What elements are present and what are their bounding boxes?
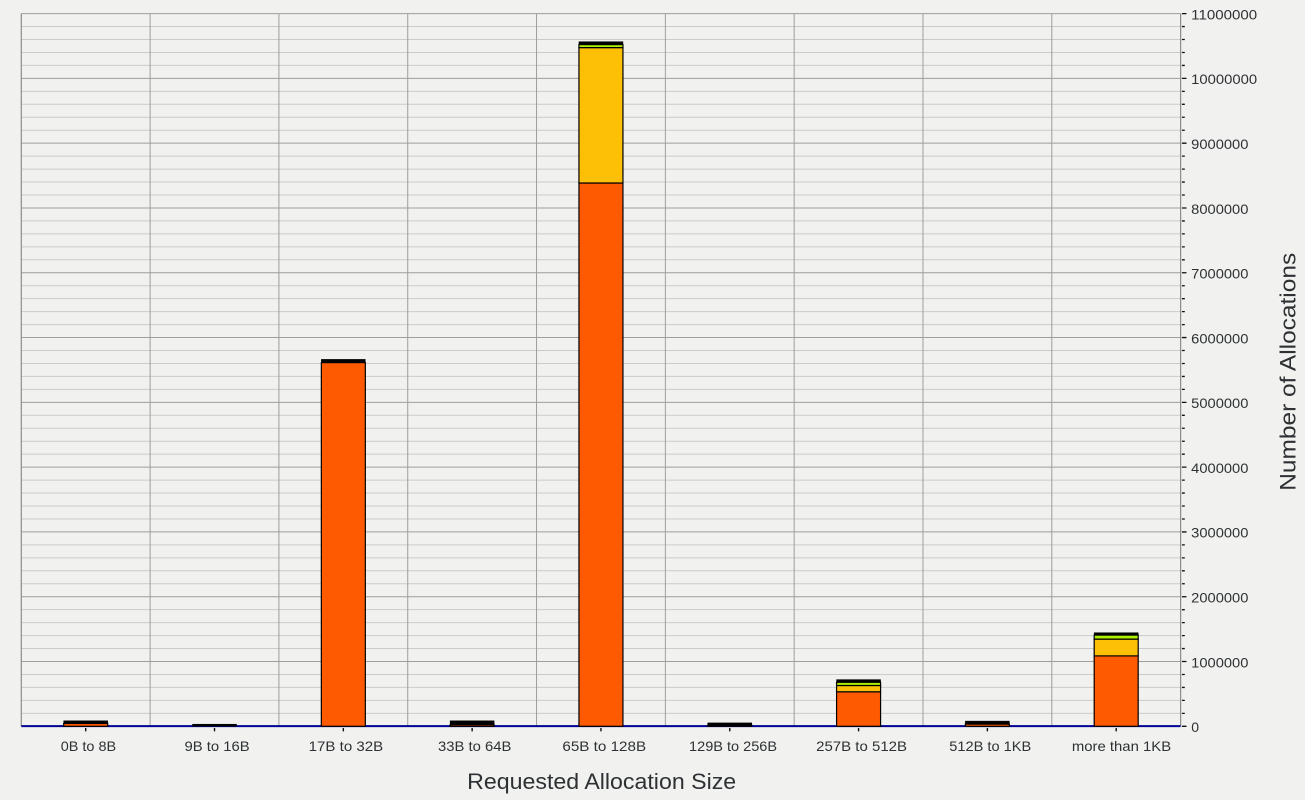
svg-text:Requested Allocation Size: Requested Allocation Size: [467, 769, 736, 794]
svg-text:5000000: 5000000: [1191, 395, 1248, 411]
svg-text:33B to 64B: 33B to 64B: [438, 738, 511, 754]
svg-text:0B to 8B: 0B to 8B: [61, 738, 116, 754]
svg-text:6000000: 6000000: [1191, 330, 1248, 346]
svg-text:17B to 32B: 17B to 32B: [309, 738, 384, 754]
svg-text:3000000: 3000000: [1191, 525, 1248, 541]
svg-text:11000000: 11000000: [1191, 6, 1257, 22]
svg-text:2000000: 2000000: [1191, 590, 1248, 606]
svg-text:512B to 1KB: 512B to 1KB: [949, 738, 1031, 754]
svg-text:4000000: 4000000: [1191, 460, 1248, 476]
svg-text:10000000: 10000000: [1191, 71, 1257, 87]
svg-text:7000000: 7000000: [1191, 266, 1248, 282]
svg-text:8000000: 8000000: [1191, 201, 1248, 217]
svg-text:0: 0: [1191, 719, 1199, 735]
svg-text:257B to 512B: 257B to 512B: [816, 738, 907, 754]
svg-text:Number of Allocations: Number of Allocations: [1276, 253, 1301, 491]
svg-text:9000000: 9000000: [1191, 136, 1248, 152]
svg-text:9B to 16B: 9B to 16B: [185, 738, 250, 754]
svg-text:65B to 128B: 65B to 128B: [562, 738, 646, 754]
svg-text:129B to 256B: 129B to 256B: [689, 738, 777, 754]
svg-text:1000000: 1000000: [1191, 654, 1248, 670]
svg-text:more than 1KB: more than 1KB: [1072, 738, 1171, 754]
